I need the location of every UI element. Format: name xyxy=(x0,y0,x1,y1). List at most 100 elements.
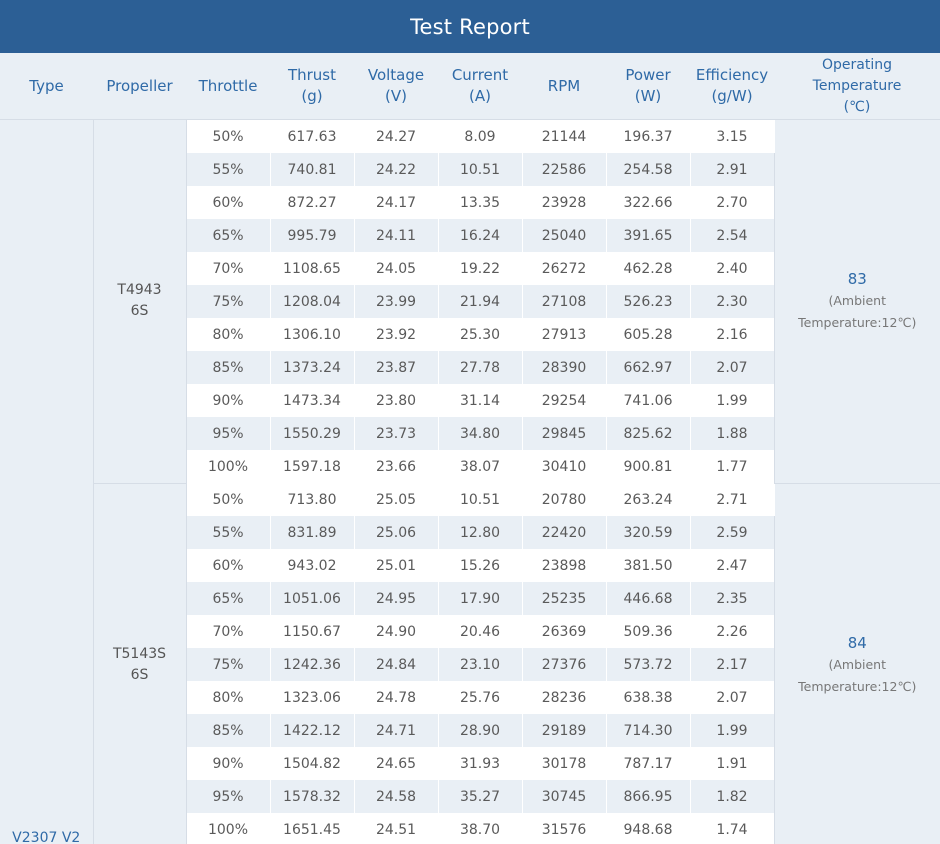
thrust-cell: 1578.32 xyxy=(270,780,355,813)
efficiency-cell: 2.54 xyxy=(690,219,775,252)
power-cell: 509.36 xyxy=(606,615,691,648)
current-cell: 13.35 xyxy=(438,186,523,219)
voltage-cell: 24.90 xyxy=(354,615,439,648)
thrust-cell: 713.80 xyxy=(270,483,355,516)
throttle-cell: 65% xyxy=(186,219,271,252)
type-value: V2307 V2 xyxy=(12,830,81,844)
throttle-cell: 95% xyxy=(186,417,271,450)
thrust-cell: 1323.06 xyxy=(270,681,355,714)
throttle-cell: 70% xyxy=(186,252,271,285)
operating-temperature-cell: 84 (Ambient Temperature:12℃) xyxy=(773,482,940,844)
rpm-cell: 28236 xyxy=(522,681,607,714)
power-cell: 866.95 xyxy=(606,780,691,813)
propeller-cell: T4943 6S xyxy=(93,119,187,483)
ambient-temperature-note: Temperature:12℃) xyxy=(798,678,917,694)
header-thrust: Thrust (g) xyxy=(270,53,354,120)
current-cell: 10.51 xyxy=(438,153,523,186)
table-row: 60% 872.27 24.17 13.35 23928 322.66 2.70 xyxy=(0,186,940,219)
rpm-cell: 22586 xyxy=(522,153,607,186)
current-cell: 25.76 xyxy=(438,681,523,714)
voltage-cell: 25.01 xyxy=(354,549,439,582)
throttle-cell: 55% xyxy=(186,516,271,549)
efficiency-cell: 2.30 xyxy=(690,285,775,318)
efficiency-cell: 2.59 xyxy=(690,516,775,549)
current-cell: 20.46 xyxy=(438,615,523,648)
efficiency-cell: 2.35 xyxy=(690,582,775,615)
header-propeller: Propeller xyxy=(93,53,186,120)
header-efficiency: Efficiency (g/W) xyxy=(690,53,774,120)
ambient-temperature-note: (Ambient xyxy=(828,656,887,672)
rpm-cell: 29189 xyxy=(522,714,607,747)
current-cell: 27.78 xyxy=(438,351,523,384)
efficiency-cell: 1.88 xyxy=(690,417,775,450)
power-cell: 462.28 xyxy=(606,252,691,285)
thrust-cell: 1242.36 xyxy=(270,648,355,681)
power-cell: 196.37 xyxy=(606,119,691,153)
rpm-cell: 20780 xyxy=(522,483,607,516)
voltage-cell: 23.87 xyxy=(354,351,439,384)
current-cell: 31.93 xyxy=(438,747,523,780)
efficiency-cell: 2.07 xyxy=(690,681,775,714)
thrust-cell: 995.79 xyxy=(270,219,355,252)
table-row: 95% 1550.29 23.73 34.80 29845 825.62 1.88 xyxy=(0,417,940,450)
header-rpm: RPM xyxy=(522,53,606,120)
power-cell: 254.58 xyxy=(606,153,691,186)
current-cell: 12.80 xyxy=(438,516,523,549)
table-row: V2307 V2 T4943 6S 50% 617.63 24.27 8.09 21144 19… xyxy=(0,119,940,844)
throttle-cell: 100% xyxy=(186,813,271,844)
throttle-cell: 70% xyxy=(186,615,271,648)
table-row: 85% 1422.12 24.71 28.90 29189 714.30 1.99 xyxy=(0,714,940,747)
current-cell: 34.80 xyxy=(438,417,523,450)
current-cell: 10.51 xyxy=(438,483,523,516)
table-row: 85% 1373.24 23.87 27.78 28390 662.97 2.07 xyxy=(0,351,940,384)
voltage-cell: 24.11 xyxy=(354,219,439,252)
current-cell: 23.10 xyxy=(438,648,523,681)
thrust-cell: 1651.45 xyxy=(270,813,355,844)
thrust-cell: 1051.06 xyxy=(270,582,355,615)
report-title: Test Report xyxy=(0,0,940,53)
throttle-cell: 95% xyxy=(186,780,271,813)
power-cell: 263.24 xyxy=(606,483,691,516)
throttle-cell: 60% xyxy=(186,549,271,582)
header-power: Power (W) xyxy=(606,53,690,120)
thrust-cell: 1504.82 xyxy=(270,747,355,780)
table-row: 100% 1597.18 23.66 38.07 30410 900.81 1.77 xyxy=(0,450,940,483)
voltage-cell: 23.99 xyxy=(354,285,439,318)
rpm-cell: 27376 xyxy=(522,648,607,681)
rpm-cell: 29845 xyxy=(522,417,607,450)
throttle-cell: 60% xyxy=(186,186,271,219)
propeller-label: T5143S xyxy=(112,645,167,662)
table-row: 90% 1473.34 23.80 31.14 29254 741.06 1.99 xyxy=(0,384,940,417)
rpm-cell: 30178 xyxy=(522,747,607,780)
voltage-cell: 24.51 xyxy=(354,813,439,844)
rpm-cell: 25235 xyxy=(522,582,607,615)
table-row: 55% 831.89 25.06 12.80 22420 320.59 2.59 xyxy=(0,516,940,549)
thrust-cell: 831.89 xyxy=(270,516,355,549)
rpm-cell: 29254 xyxy=(522,384,607,417)
current-cell: 25.30 xyxy=(438,318,523,351)
thrust-cell: 1108.65 xyxy=(270,252,355,285)
throttle-cell: 50% xyxy=(186,483,271,516)
power-cell: 605.28 xyxy=(606,318,691,351)
voltage-cell: 24.78 xyxy=(354,681,439,714)
power-cell: 900.81 xyxy=(606,450,691,483)
table-row: T5143S 6S 50% 713.80 25.05 10.51 20780 263.24 2.… xyxy=(0,482,940,844)
thrust-cell: 1306.10 xyxy=(270,318,355,351)
efficiency-cell: 1.91 xyxy=(690,747,775,780)
throttle-cell: 65% xyxy=(186,582,271,615)
temperature-value: 84 xyxy=(847,633,867,652)
thrust-cell: 1597.18 xyxy=(270,450,355,483)
rpm-cell: 30410 xyxy=(522,450,607,483)
efficiency-cell: 2.71 xyxy=(690,483,775,516)
throttle-cell: 85% xyxy=(186,714,271,747)
efficiency-cell: 1.82 xyxy=(690,780,775,813)
thrust-cell: 617.63 xyxy=(270,119,355,153)
thrust-cell: 943.02 xyxy=(270,549,355,582)
voltage-cell: 24.17 xyxy=(354,186,439,219)
efficiency-cell: 2.17 xyxy=(690,648,775,681)
table-row: 80% 1306.10 23.92 25.30 27913 605.28 2.16 xyxy=(0,318,940,351)
table-row: 65% 1051.06 24.95 17.90 25235 446.68 2.35 xyxy=(0,582,940,615)
efficiency-cell: 2.91 xyxy=(690,153,775,186)
ambient-temperature-note: (Ambient xyxy=(828,293,887,309)
current-cell: 15.26 xyxy=(438,549,523,582)
